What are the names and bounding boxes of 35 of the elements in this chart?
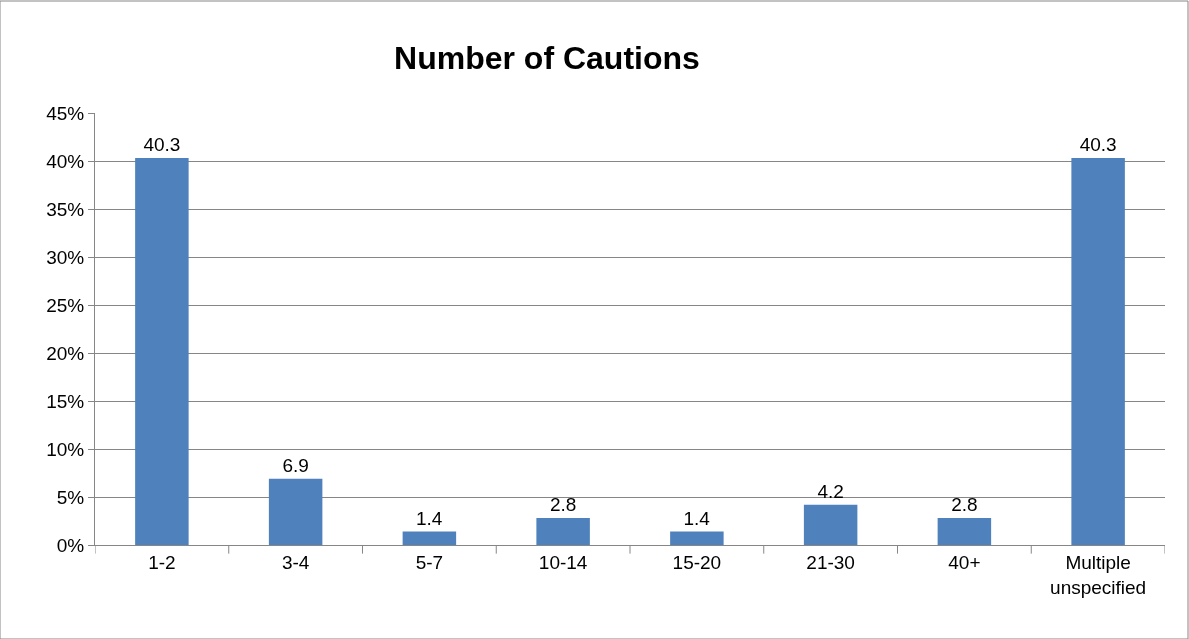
chart-title: Number of Cautions <box>394 39 700 76</box>
y-tick-label: 15% <box>46 390 85 412</box>
bar <box>670 531 724 545</box>
data-label: 2.8 <box>951 494 978 516</box>
data-label: 2.8 <box>549 494 577 516</box>
y-tick-label: 40% <box>46 150 85 172</box>
bar <box>803 504 858 545</box>
bar <box>402 531 457 545</box>
y-tick-label: 45% <box>46 102 85 124</box>
y-tick-label: 35% <box>46 198 85 220</box>
data-label: 1.4 <box>415 507 443 529</box>
x-tick-label: 10-14 <box>538 551 588 573</box>
y-tick-label: 25% <box>46 294 85 316</box>
y-tick-label: 5% <box>56 486 85 508</box>
bar <box>268 478 323 545</box>
y-tick-label: 0% <box>56 534 85 556</box>
x-tick-label: Multiple unspecified <box>1050 551 1147 598</box>
y-tick-label: 10% <box>46 438 85 460</box>
data-label: 40.3 <box>1079 134 1117 156</box>
data-label: 6.9 <box>282 454 309 476</box>
x-tick-label: 15-20 <box>672 551 722 573</box>
x-tick-label: 21-30 <box>806 551 855 573</box>
y-tick-label: 20% <box>46 342 85 364</box>
bar <box>135 158 189 545</box>
data-label: 4.2 <box>817 480 844 502</box>
y-tick-label: 30% <box>46 246 85 268</box>
bar <box>1071 158 1125 545</box>
x-tick-label: 40+ <box>948 551 981 573</box>
x-tick-label: 3-4 <box>281 551 310 573</box>
bar <box>536 518 590 545</box>
data-label: 40.3 <box>143 134 181 156</box>
x-tick-label: 1-2 <box>148 551 176 573</box>
bar <box>937 518 992 545</box>
data-label: 1.4 <box>683 507 711 529</box>
x-tick-label: 5-7 <box>415 551 444 573</box>
